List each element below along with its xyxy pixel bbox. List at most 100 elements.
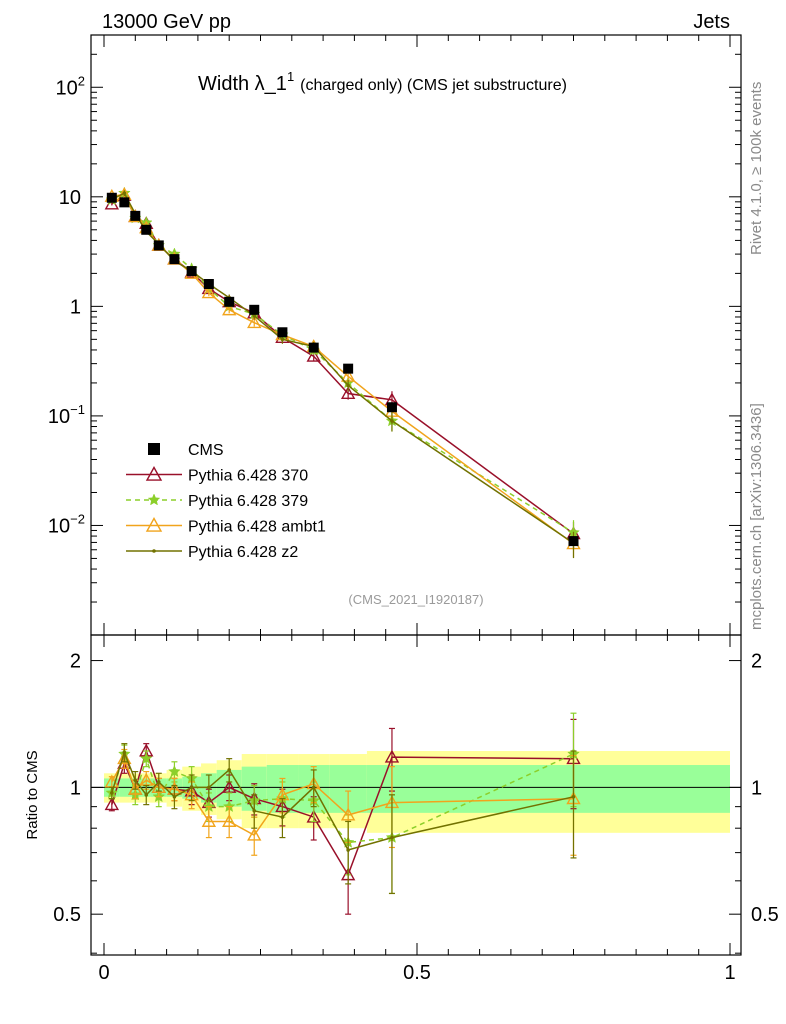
series-pythia-6-428-ambt1	[104, 187, 581, 558]
ratio-point	[207, 785, 211, 790]
ratio-point	[172, 794, 177, 799]
legend-label: Pythia 6.428 ambt1	[188, 519, 326, 536]
ratio-y-tick-label-right: 1	[751, 777, 762, 799]
chart-title-superscript: 1	[287, 69, 294, 84]
series-line	[111, 193, 574, 545]
data-point	[186, 266, 197, 277]
legend-marker	[147, 493, 161, 506]
main-panel-series	[104, 186, 581, 559]
ratio-point	[189, 785, 194, 790]
y-tick-label: 10−2	[48, 511, 85, 537]
legend-entry: Pythia 6.428 z2	[126, 544, 298, 561]
data-point	[130, 210, 141, 221]
data-point	[390, 419, 394, 423]
ratio-point	[571, 794, 576, 799]
y-tick-label: 10	[59, 187, 81, 209]
analysis-label: (CMS_2021_I1920187)	[348, 592, 483, 607]
data-point	[249, 304, 260, 315]
ratio-ylabel: Ratio to CMS	[24, 750, 41, 839]
ratio-point	[222, 814, 237, 827]
ratio-point	[340, 807, 356, 821]
y-tick-label: 10−1	[48, 402, 85, 428]
data-point	[224, 296, 235, 307]
data-point	[568, 536, 579, 547]
ratio-point	[280, 815, 285, 819]
ratio-point	[201, 814, 217, 827]
series-pythia-6-428-z2	[110, 190, 576, 559]
data-point	[247, 315, 262, 329]
chart-subtitle: (charged only) (CMS jet substructure)	[300, 77, 567, 94]
series-pythia-6-428-370	[104, 187, 581, 550]
ratio-point	[227, 768, 231, 772]
legend-entry: Pythia 6.428 379	[126, 493, 308, 510]
y-tick-label: 1	[70, 296, 81, 318]
ratio-y-tick-label: 0.5	[53, 904, 81, 926]
chart-legend: CMS Pythia 6.428 370 Pythia 6.428 379 Pythi…	[126, 442, 326, 561]
y-tick-base: 10	[48, 406, 70, 428]
x-tick-label: 0	[98, 962, 109, 984]
ratio-point	[252, 808, 257, 813]
series-cms	[106, 192, 579, 547]
y-tick-exponent: −2	[70, 511, 85, 526]
ratio-point	[110, 791, 114, 795]
ratio-point	[346, 848, 350, 852]
chart-title: Width λ_11 (charged only) (CMS jet substr…	[198, 69, 567, 95]
ratio-panel-frame	[90, 634, 742, 956]
data-point	[343, 363, 354, 374]
data-point	[252, 314, 257, 318]
x-tick-label: 1	[724, 962, 735, 984]
ratio-point	[139, 752, 153, 765]
ratio-point	[151, 779, 166, 793]
ratio-point	[104, 797, 120, 811]
mcplots-label: mcplots.cern.ch [arXiv:1306.3436]	[748, 403, 765, 630]
ratio-point	[384, 749, 400, 763]
ratio-panel-series	[104, 712, 581, 915]
ratio-point	[117, 751, 132, 765]
chart-title-main: Width λ_1	[198, 73, 287, 95]
legend-marker	[152, 549, 156, 553]
ratio-series-pythia-6-428-z2	[108, 743, 577, 895]
header-beam-energy: 13000 GeV pp	[102, 11, 231, 33]
ratio-point	[222, 779, 237, 793]
data-point	[306, 348, 321, 362]
ratio-y-tick-label-right: 0.5	[751, 904, 779, 926]
data-point	[222, 302, 237, 316]
legend-marker	[145, 517, 163, 532]
ratio-point	[311, 785, 316, 790]
legend-label: Pythia 6.428 379	[188, 493, 308, 510]
legend-label: Pythia 6.428 370	[188, 468, 308, 485]
ratio-point	[122, 750, 127, 755]
data-point	[201, 285, 217, 299]
legend-entry: Pythia 6.428 370	[126, 466, 308, 485]
y-tick-label: 102	[56, 73, 85, 99]
legend-marker	[148, 443, 160, 455]
y-tick-base: 10	[48, 515, 70, 537]
legend-marker	[145, 466, 163, 481]
header-process: Jets	[693, 11, 730, 33]
ratio-point	[156, 780, 161, 784]
y-tick-exponent: 2	[78, 73, 85, 88]
ratio-y-tick-label-right: 2	[751, 651, 762, 673]
legend-entry: CMS	[148, 442, 224, 459]
series-line	[111, 192, 574, 534]
legend-entry: Pythia 6.428 ambt1	[126, 517, 326, 536]
x-tick-label: 0.5	[403, 962, 431, 984]
rivet-version-label: Rivet 4.1.0, ≥ 100k events	[748, 82, 765, 255]
data-point	[280, 337, 285, 342]
data-point	[346, 383, 350, 388]
series-pythia-6-428-379	[105, 186, 580, 550]
data-point	[153, 240, 164, 251]
data-point	[308, 342, 319, 353]
ratio-y-tick-label: 1	[70, 777, 81, 799]
data-point	[340, 386, 356, 400]
legend-label: CMS	[188, 442, 224, 459]
ratio-point	[247, 827, 262, 841]
ratio-point	[390, 835, 394, 840]
ratio-point	[133, 778, 138, 782]
data-point	[122, 191, 127, 195]
series-line	[111, 194, 574, 535]
data-point	[386, 402, 397, 413]
y-tick-base: 10	[56, 77, 78, 99]
